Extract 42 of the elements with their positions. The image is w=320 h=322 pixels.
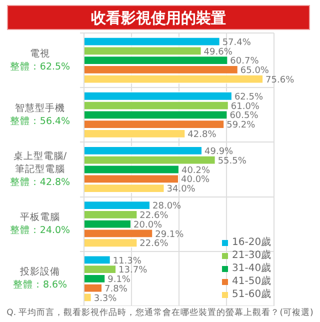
data-label: 65.0%: [240, 66, 270, 76]
text: 整體：62.5%: [10, 60, 70, 72]
chart-title: 收看影視使用的裝置: [7, 5, 310, 30]
data-label: 34.0%: [166, 184, 196, 195]
legend-label: 21-30歲: [231, 249, 272, 262]
data-label: 55.5%: [218, 156, 247, 166]
data-label: 62.5%: [234, 92, 264, 102]
data-label: 13.7%: [118, 266, 148, 276]
data-label: 20.0%: [134, 220, 163, 230]
data-label: 11.3%: [112, 256, 142, 266]
y-tick-label: 平板電腦: [20, 211, 60, 224]
data-label: 40.2%: [181, 166, 211, 176]
data-label: 59.2%: [226, 120, 256, 131]
data-label: 7.8%: [104, 284, 128, 294]
data-label: 9.1%: [108, 275, 131, 286]
y-tick-label: 桌上型電腦/筆記型電腦: [13, 150, 68, 175]
y-tick-label: 智慧型手機: [15, 102, 65, 114]
data-label: 75.6%: [266, 75, 295, 86]
data-label: 22.6%: [140, 239, 169, 250]
data-label: 60.5%: [230, 111, 259, 122]
data-label: 42.8%: [188, 130, 217, 140]
data-label: 28.0%: [152, 202, 182, 212]
data-label: 61.0%: [230, 102, 260, 112]
data-label: 40.0%: [181, 175, 210, 186]
legend-label: 16-20歲: [231, 236, 272, 249]
legend-label: 31-40歲: [231, 262, 272, 275]
y-tick-label: 投影設備: [19, 266, 60, 278]
data-label: 3.3%: [94, 294, 118, 304]
y-tick-label: 電視: [30, 47, 50, 60]
legend-label: 51-60歲: [231, 288, 272, 301]
legend-label: 41-50歲: [231, 275, 272, 288]
data-label: 22.6%: [140, 211, 169, 222]
text: 整體：56.4%: [10, 114, 70, 127]
data-label: 60.7%: [230, 56, 260, 67]
text: 整體：24.0%: [10, 224, 70, 236]
data-label: 57.4%: [222, 38, 252, 48]
data-label: 49.9%: [204, 147, 234, 158]
data-label: 29.1%: [155, 230, 184, 240]
text: 整體：42.8%: [10, 176, 70, 188]
text: 整體：8.6%: [12, 278, 68, 291]
data-label: 49.6%: [204, 47, 233, 58]
text: Q. 平均而言，觀看影視作品時，您通常會在哪些裝置的螢幕上觀看？(可複選): [6, 307, 314, 319]
